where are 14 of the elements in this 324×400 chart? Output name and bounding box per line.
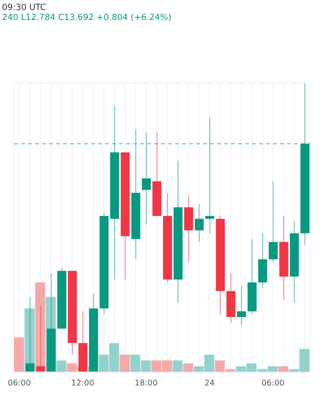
bar (120, 354, 130, 372)
text: 240 L12.784 C13.692 +0.804 (+6.24%) (2, 13, 172, 23)
x-tick-label: 12:00 (71, 378, 94, 388)
bar (35, 282, 46, 372)
bar (172, 360, 183, 372)
bar (14, 337, 24, 372)
x-tick-label: 24 (204, 378, 215, 388)
bar (278, 366, 288, 372)
bar (183, 363, 194, 372)
x-tick-label: 06:00 (261, 378, 285, 388)
bar (56, 360, 66, 372)
x-tick-label: 18:00 (134, 378, 158, 388)
x-tick-label: 06:00 (8, 378, 31, 388)
text: 09:30 UTC (2, 3, 46, 13)
